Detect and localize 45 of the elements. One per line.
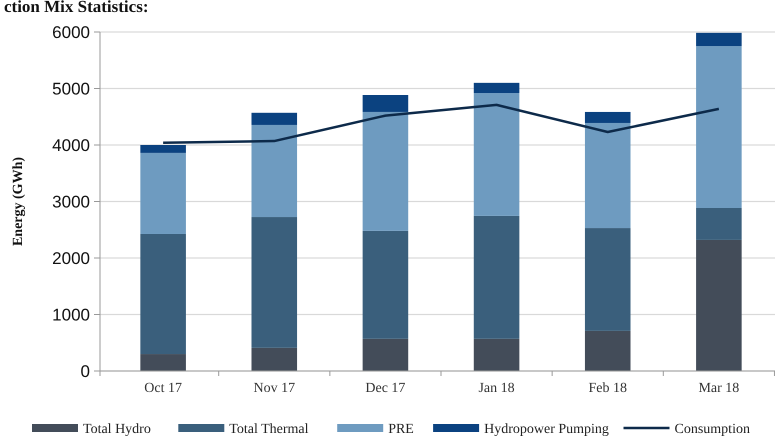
y-tick-label: 0 [80, 362, 90, 381]
bar [140, 152, 186, 234]
x-tick-label: Feb 18 [588, 381, 627, 396]
y-tick-label: 5000 [52, 79, 90, 98]
bar [474, 338, 520, 371]
bar [362, 338, 408, 371]
bar [362, 95, 408, 112]
bar [362, 112, 408, 231]
bar [696, 240, 742, 371]
bar [251, 112, 298, 125]
x-tick-label: Oct 17 [144, 381, 182, 396]
y-tick-label: 2000 [52, 248, 90, 268]
bar [584, 112, 631, 123]
line-series [162, 104, 720, 144]
bar [696, 32, 742, 46]
bar [362, 230, 408, 339]
x-tick-label: Mar 18 [698, 381, 740, 396]
legend-label: Total Hydro [83, 422, 151, 437]
bar [474, 216, 520, 339]
bar [584, 122, 631, 228]
x-tick-label: Nov 17 [253, 381, 296, 396]
x-tick-label: Jan 18 [478, 381, 515, 396]
y-axis-title: Energy (GWh) [11, 156, 26, 246]
bar [251, 348, 298, 371]
legend-label: Consumption [674, 422, 750, 437]
x-tick-label: Dec 17 [365, 381, 406, 396]
bar [251, 217, 298, 348]
bar [251, 124, 298, 218]
chart-title: ction Mix Statistics: [4, 0, 148, 16]
legend-label: Hydropower Pumping [484, 422, 609, 437]
y-tick-label: 3000 [52, 192, 90, 212]
bar [696, 208, 742, 240]
bar [696, 46, 742, 208]
bar [140, 234, 186, 354]
bar [140, 145, 186, 153]
y-tick-label: 1000 [52, 305, 90, 324]
bar [474, 93, 520, 216]
y-tick-label: 4000 [52, 136, 90, 155]
bar [474, 82, 520, 94]
bar [140, 354, 186, 371]
bar [584, 228, 631, 331]
y-tick-label: 6000 [52, 22, 90, 42]
legend-label: PRE [388, 422, 414, 437]
legend-label: Total Thermal [229, 422, 309, 437]
bar [584, 330, 631, 371]
